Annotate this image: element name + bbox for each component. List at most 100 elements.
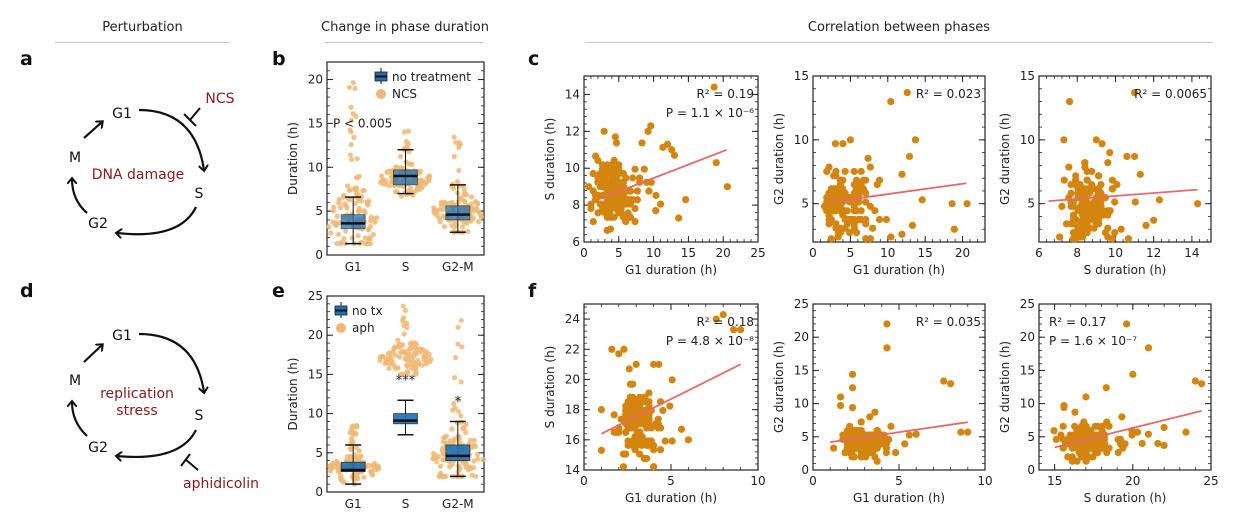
scatter-point — [1129, 370, 1137, 378]
swarm-point — [402, 308, 409, 314]
y-tick-label: 10 — [308, 407, 323, 421]
y-tick-label: 8 — [572, 198, 580, 212]
swarm-point — [455, 324, 461, 330]
scatter-point — [857, 215, 865, 224]
scatter-point — [1057, 431, 1065, 439]
y-tick-label: 24 — [565, 312, 580, 326]
scatter-point — [585, 183, 593, 191]
scatter-point — [1073, 457, 1081, 465]
swarm-point — [461, 425, 467, 431]
scatter-point — [622, 218, 630, 226]
scatter-point — [610, 411, 618, 419]
scatter-point — [605, 165, 614, 173]
swarm-point — [330, 208, 337, 214]
scatter-point — [1067, 189, 1075, 197]
scatter-point — [645, 415, 653, 423]
scatter-point — [638, 419, 646, 428]
swarm-point — [362, 235, 368, 241]
swarm-point — [352, 431, 359, 437]
scatter-point — [839, 431, 847, 439]
scatter-point — [911, 136, 920, 144]
scatter-point — [1088, 167, 1096, 176]
y-tick-label: 0 — [315, 485, 323, 499]
swarm-point — [361, 474, 367, 480]
swarm-point — [439, 446, 445, 452]
swarm-point — [338, 240, 344, 246]
swarm-point — [475, 456, 481, 462]
cell-cycle-diagram-d: G1 S G2 M replication stress aphidicolin — [69, 328, 259, 492]
swarm-point — [449, 426, 455, 432]
swarm-point — [463, 464, 469, 470]
swarm-point — [454, 178, 461, 185]
legend-label-treated: NCS — [392, 87, 417, 101]
scatter-point — [1106, 149, 1114, 157]
scatter-point — [887, 97, 895, 106]
chart-f1: 14 16 18 20 22 24 S duration (h) 0 5 10 G1 duratio… — [543, 303, 766, 505]
scatter-point — [1060, 136, 1068, 144]
scatter-point — [857, 418, 865, 426]
section-title-perturbation: Perturbation — [102, 20, 183, 35]
scatter-point — [827, 194, 835, 202]
scatter-point — [1111, 228, 1119, 237]
plot-frame — [1038, 75, 1212, 243]
scatter-point — [594, 156, 602, 165]
panel-label-b: b — [272, 48, 286, 70]
scatter-point — [656, 200, 665, 208]
scatter-point — [866, 448, 874, 457]
swarm-point — [349, 235, 355, 241]
x-category-label: S — [402, 260, 410, 274]
swarm-point — [341, 479, 347, 485]
y-axis-label: G2 duration (h) — [998, 341, 1012, 433]
scatter-point — [675, 214, 683, 222]
x-tick-label: 12 — [1146, 246, 1161, 260]
scatter-point — [1130, 89, 1139, 97]
scatter-point — [1083, 215, 1091, 224]
swarm-point — [459, 344, 465, 350]
regression-line — [827, 182, 967, 204]
scatter-point — [638, 139, 646, 147]
regression-line — [830, 421, 968, 444]
inhibitor-icon — [183, 107, 201, 127]
swarm-point — [451, 400, 457, 407]
significance-marker: * — [455, 394, 462, 409]
scatter-point — [1131, 198, 1139, 206]
scatter-point — [636, 402, 644, 410]
scatter-point — [1097, 180, 1105, 189]
phase-label-g2: G2 — [88, 440, 108, 456]
swarm-point — [374, 215, 380, 221]
scatter-point — [1056, 233, 1064, 241]
chart-b: 0 5 10 15 20 Duration (h) G1 S G2-M no treatment N… — [286, 61, 485, 274]
swarm-point — [446, 200, 452, 207]
x-tick-label: 0 — [809, 246, 817, 260]
swarm-point — [401, 129, 408, 135]
scatter-point — [1052, 435, 1060, 444]
scatter-point — [670, 151, 679, 159]
swarm-point — [400, 303, 406, 309]
scatter-point — [1091, 422, 1099, 430]
scatter-point — [682, 195, 690, 204]
scatter-point — [1095, 189, 1103, 197]
x-tick-label: 5 — [895, 474, 903, 488]
scatter-point — [1095, 215, 1103, 224]
scatter-point — [712, 315, 720, 323]
y-tick-label: 15 — [1020, 69, 1035, 83]
swarm-point — [455, 341, 461, 347]
scatter-point — [596, 200, 604, 208]
scatter-point — [1076, 233, 1084, 241]
scatter-point — [836, 393, 845, 401]
scatter-point — [1108, 185, 1116, 193]
scatter-point — [1103, 418, 1111, 426]
swarm-point — [419, 362, 425, 368]
scatter-point — [887, 422, 895, 430]
scatter-point — [629, 380, 637, 388]
scatter-point — [866, 413, 874, 421]
plot-frame — [583, 75, 759, 243]
scatter-point — [850, 207, 858, 215]
x-tick-label: 0 — [809, 474, 817, 488]
y-tick-label: 10 — [1020, 133, 1035, 147]
scatter-point — [589, 218, 597, 226]
swarm-point — [410, 358, 417, 365]
scatter-point — [852, 189, 861, 197]
scatter-point — [636, 450, 644, 458]
y-axis-label: Duration (h) — [286, 122, 300, 195]
